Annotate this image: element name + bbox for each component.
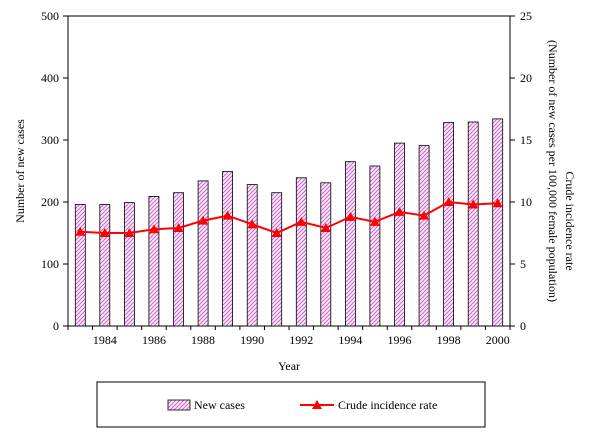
crude-rate-point-1999 [468, 199, 479, 209]
axes-layer: 0 100 200 300 400 500 0 5 10 15 20 25 1984 1986 1988 19… [41, 9, 532, 347]
crude-rate-point-1984 [99, 228, 110, 237]
y-left-axis-title: Number of new cases [13, 119, 27, 223]
bar-1985 [124, 202, 135, 327]
bar-1994 [344, 161, 356, 327]
x-tick-label-1986: 1986 [142, 333, 166, 347]
crude-rate-point-1993 [320, 223, 331, 233]
y-right-axis-title-line1: Crude incidence rate [563, 171, 577, 270]
crude-rate-point-1983 [75, 226, 86, 236]
y-left-tick-label-5: 500 [41, 9, 59, 23]
bar-1998 [443, 122, 455, 327]
crude-rate-point-1995 [369, 216, 380, 226]
y-right-tick-label-2: 10 [520, 195, 532, 209]
x-tick-label-1992: 1992 [289, 333, 313, 347]
y-left-tick-label-3: 300 [41, 133, 59, 147]
x-axis-title: Year [278, 359, 300, 373]
bar-1989 [222, 171, 234, 327]
crude-rate-point-1988 [198, 215, 209, 225]
y-right-tick-label-5: 25 [520, 9, 532, 23]
y-right-axis-title-line2: (Number of new cases per 100,000 female … [546, 40, 560, 302]
bar-1987 [173, 192, 184, 327]
x-tick-label-1988: 1988 [191, 333, 215, 347]
legend: New cases Crude incidence rate [96, 381, 486, 428]
legend-swatch-new-cases [167, 399, 191, 411]
legend-label-new-cases: New cases [194, 398, 245, 412]
bar-1990 [246, 184, 258, 327]
x-tick-label-2000: 2000 [486, 333, 510, 347]
bar-2000 [492, 118, 504, 327]
y-left-tick-label-4: 400 [41, 71, 59, 85]
y-right-tick-label-3: 15 [520, 133, 532, 147]
y-right-tick-label-1: 5 [520, 257, 526, 271]
crude-rate-point-1985 [124, 228, 135, 237]
y-right-tick-label-0: 0 [520, 319, 526, 333]
y-left-tick-label-1: 100 [41, 257, 59, 271]
crude-rate-point-1997 [419, 210, 430, 220]
crude-rate-point-1987 [173, 223, 184, 233]
bar-1986 [148, 195, 160, 327]
bar-1996 [394, 142, 405, 327]
crude-rate-point-1991 [271, 228, 282, 237]
x-tick-label-1994: 1994 [338, 333, 362, 347]
x-tick-label-1996: 1996 [388, 333, 412, 347]
x-tick-label-1990: 1990 [240, 333, 264, 347]
crude-rate-point-2000 [492, 198, 503, 208]
crude-rate-point-1996 [394, 206, 405, 216]
bar-1992 [295, 177, 307, 327]
x-tick-label-1984: 1984 [93, 333, 117, 347]
crude-rate-point-1986 [148, 224, 159, 234]
line-layer [75, 197, 503, 237]
bar-1997 [418, 145, 430, 327]
legend-box [96, 381, 486, 428]
y-right-tick-label-4: 20 [520, 71, 532, 85]
y-left-tick-label-0: 0 [53, 319, 59, 333]
crude-rate-point-1998 [443, 197, 454, 206]
crude-rate-point-1989 [222, 210, 233, 220]
bars-layer [74, 118, 504, 327]
bar-1983 [74, 204, 86, 327]
crude-rate-line [80, 200, 498, 235]
bar-1993 [320, 182, 332, 327]
crude-rate-point-1990 [247, 219, 258, 229]
x-tick-label-1998: 1998 [437, 333, 461, 347]
bar-1988 [197, 180, 209, 327]
bar-1984 [99, 204, 111, 327]
crude-rate-point-1994 [345, 211, 356, 221]
bar-1999 [467, 121, 479, 327]
legend-marker-crude-rate [312, 400, 322, 409]
crude-rate-point-1992 [296, 216, 307, 226]
y-left-tick-label-2: 200 [41, 195, 59, 209]
legend-label-crude-rate: Crude incidence rate [338, 398, 437, 412]
plot-area [67, 15, 511, 327]
bar-1995 [369, 165, 381, 327]
bar-1991 [271, 192, 283, 327]
